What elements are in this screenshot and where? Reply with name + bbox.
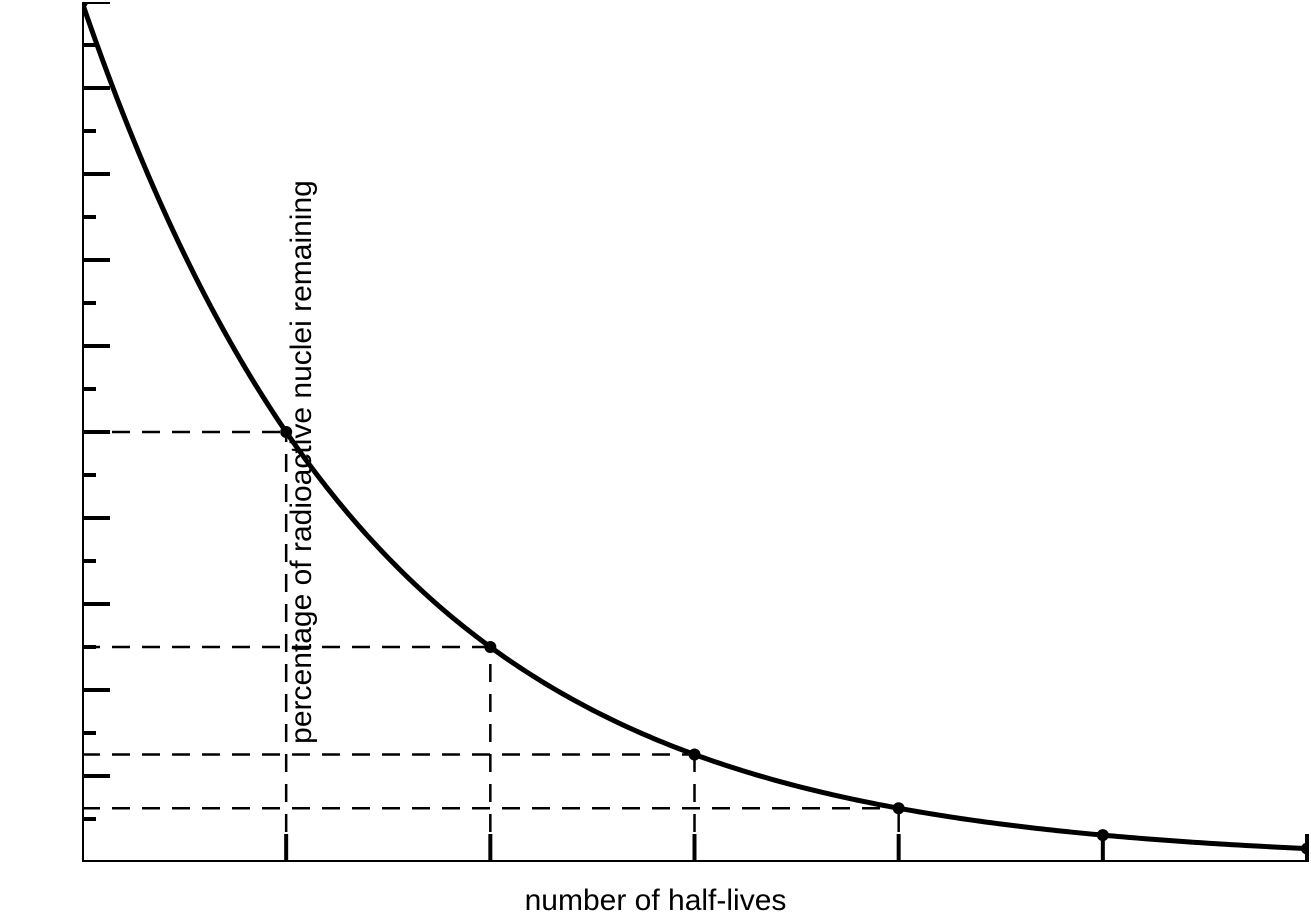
decay-chart: percentage of radioactive nuclei remaini… [0, 0, 1311, 924]
x-axis-label: number of half-lives [525, 884, 787, 918]
plot-area [82, 2, 1309, 862]
plot-svg [82, 2, 1309, 862]
